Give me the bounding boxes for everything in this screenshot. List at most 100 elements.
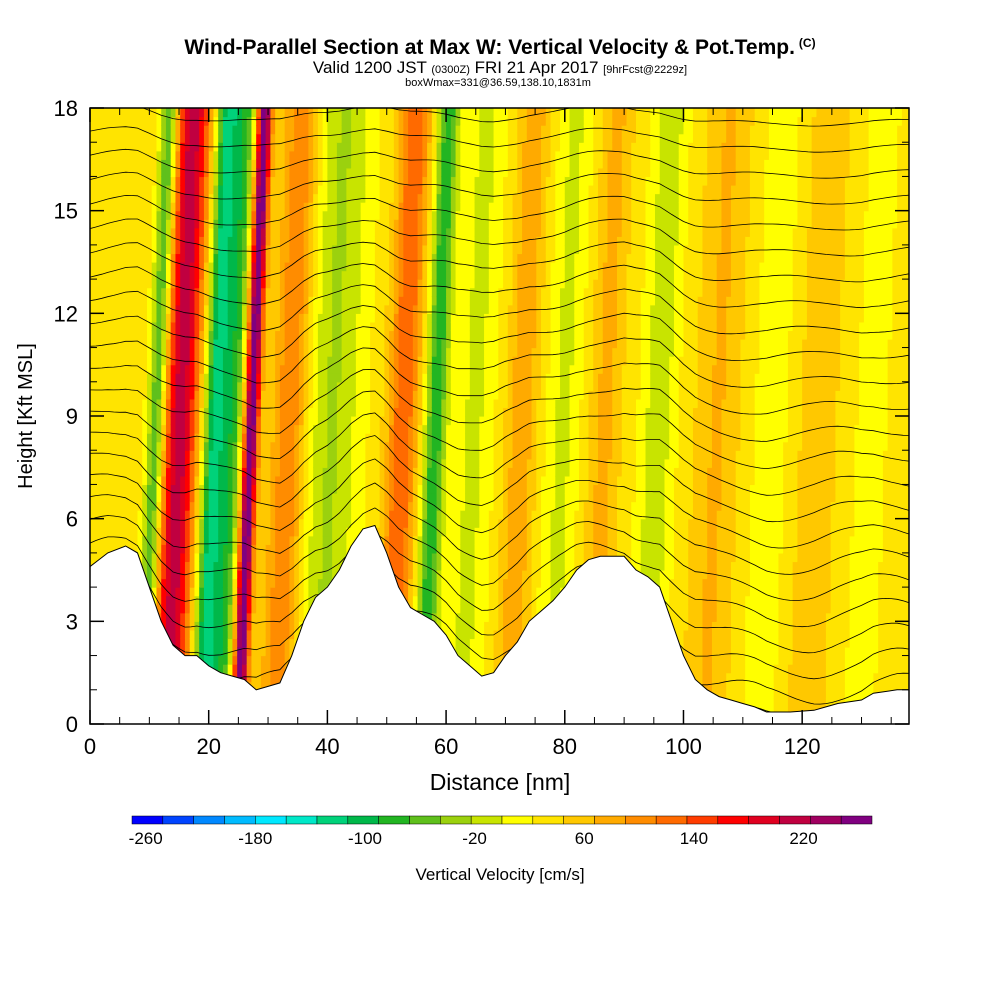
velocity-cell xyxy=(303,381,309,391)
velocity-cell xyxy=(303,561,309,571)
velocity-cell xyxy=(180,373,186,383)
velocity-cell xyxy=(99,398,105,409)
velocity-cell xyxy=(203,347,210,357)
velocity-cell xyxy=(298,193,305,203)
velocity-cell xyxy=(370,150,376,160)
velocity-cell xyxy=(90,270,96,280)
velocity-cell xyxy=(194,364,200,374)
velocity-cell xyxy=(189,510,196,520)
velocity-cell xyxy=(256,681,262,691)
velocity-cell xyxy=(142,142,148,152)
velocity-cell xyxy=(346,398,352,409)
velocity-cell xyxy=(389,287,395,297)
velocity-cell xyxy=(346,142,352,152)
velocity-cell xyxy=(270,210,276,220)
velocity-cell xyxy=(180,339,186,349)
velocity-cell xyxy=(180,561,186,571)
velocity-cell xyxy=(389,458,395,468)
velocity-cell xyxy=(332,381,338,391)
velocity-cell xyxy=(279,142,286,152)
velocity-cell xyxy=(408,544,414,554)
velocity-cell xyxy=(336,364,343,374)
velocity-cell xyxy=(194,202,200,212)
velocity-cell xyxy=(389,304,395,314)
velocity-cell xyxy=(170,535,177,545)
velocity-cell xyxy=(365,475,371,486)
velocity-cell xyxy=(360,210,366,220)
velocity-cell xyxy=(327,433,333,443)
velocity-cell xyxy=(260,638,267,648)
velocity-cell xyxy=(218,159,224,169)
velocity-cell xyxy=(137,253,143,263)
velocity-cell xyxy=(294,433,300,443)
velocity-cell xyxy=(113,347,120,357)
velocity-cell xyxy=(412,475,419,486)
velocity-cell xyxy=(308,159,314,169)
velocity-cell xyxy=(303,450,309,460)
velocity-cell xyxy=(408,416,414,426)
velocity-cell xyxy=(365,133,371,143)
velocity-cell xyxy=(298,210,305,220)
velocity-cell xyxy=(123,467,129,477)
velocity-cell xyxy=(379,133,385,143)
velocity-cell xyxy=(90,381,96,391)
velocity-cell xyxy=(308,424,314,434)
velocity-cell xyxy=(165,407,172,417)
velocity-cell xyxy=(208,604,215,614)
velocity-cell xyxy=(289,279,295,289)
velocity-cell xyxy=(322,407,328,417)
velocity-cell xyxy=(393,467,400,477)
velocity-cell xyxy=(194,227,200,237)
velocity-cell xyxy=(218,518,224,528)
velocity-cell xyxy=(180,150,186,160)
velocity-cell xyxy=(379,185,385,195)
velocity-cell xyxy=(246,270,253,280)
velocity-cell xyxy=(170,227,177,237)
velocity-cell xyxy=(360,373,366,383)
velocity-cell xyxy=(184,339,191,349)
velocity-cell xyxy=(284,381,291,391)
velocity-cell xyxy=(313,330,319,340)
velocity-cell xyxy=(256,441,262,451)
velocity-cell xyxy=(94,398,101,409)
velocity-cell xyxy=(170,193,177,203)
velocity-cell xyxy=(294,253,300,263)
velocity-cell xyxy=(108,304,115,314)
velocity-cell xyxy=(313,433,319,443)
velocity-cell xyxy=(180,313,186,323)
velocity-cell xyxy=(227,227,234,237)
velocity-cell xyxy=(232,321,238,332)
velocity-cell xyxy=(403,484,409,494)
velocity-cell xyxy=(194,647,200,657)
velocity-cell xyxy=(208,544,215,554)
velocity-cell xyxy=(241,125,248,135)
velocity-cell xyxy=(104,475,110,486)
velocity-cell xyxy=(161,150,167,160)
velocity-cell xyxy=(184,364,191,374)
velocity-cell xyxy=(275,133,281,143)
velocity-cell xyxy=(298,416,305,426)
velocity-cell xyxy=(237,244,243,255)
velocity-cell xyxy=(213,527,219,537)
velocity-cell xyxy=(279,621,286,631)
velocity-cell xyxy=(218,638,224,648)
velocity-cell xyxy=(165,236,172,246)
velocity-cell xyxy=(170,262,177,272)
velocity-cell xyxy=(104,467,110,477)
velocity-cell xyxy=(237,527,243,537)
velocity-cell xyxy=(151,561,158,571)
velocity-cell xyxy=(146,330,153,340)
velocity-cell xyxy=(313,142,319,152)
velocity-cell xyxy=(251,552,257,563)
velocity-cell xyxy=(165,621,172,631)
velocity-cell xyxy=(208,176,215,186)
velocity-cell xyxy=(237,664,243,674)
velocity-cell xyxy=(284,227,291,237)
velocity-cell xyxy=(241,398,248,409)
velocity-cell xyxy=(222,398,229,409)
velocity-cell xyxy=(308,484,314,494)
velocity-cell xyxy=(408,424,414,434)
velocity-cell xyxy=(127,133,134,143)
velocity-cell xyxy=(251,578,257,588)
velocity-cell xyxy=(194,287,200,297)
